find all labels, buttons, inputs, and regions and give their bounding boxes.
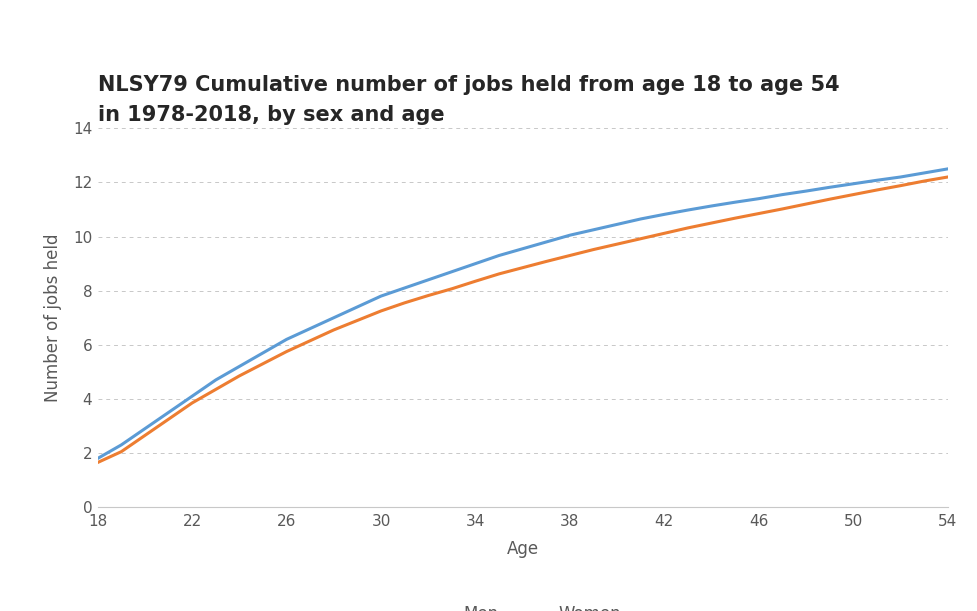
- Text: NLSY79 Cumulative number of jobs held from age 18 to age 54: NLSY79 Cumulative number of jobs held fr…: [98, 75, 839, 95]
- Text: in 1978-2018, by sex and age: in 1978-2018, by sex and age: [98, 105, 445, 125]
- X-axis label: Age: Age: [507, 540, 538, 558]
- Legend: Men, Women: Men, Women: [417, 599, 628, 611]
- Y-axis label: Number of jobs held: Number of jobs held: [44, 233, 62, 402]
